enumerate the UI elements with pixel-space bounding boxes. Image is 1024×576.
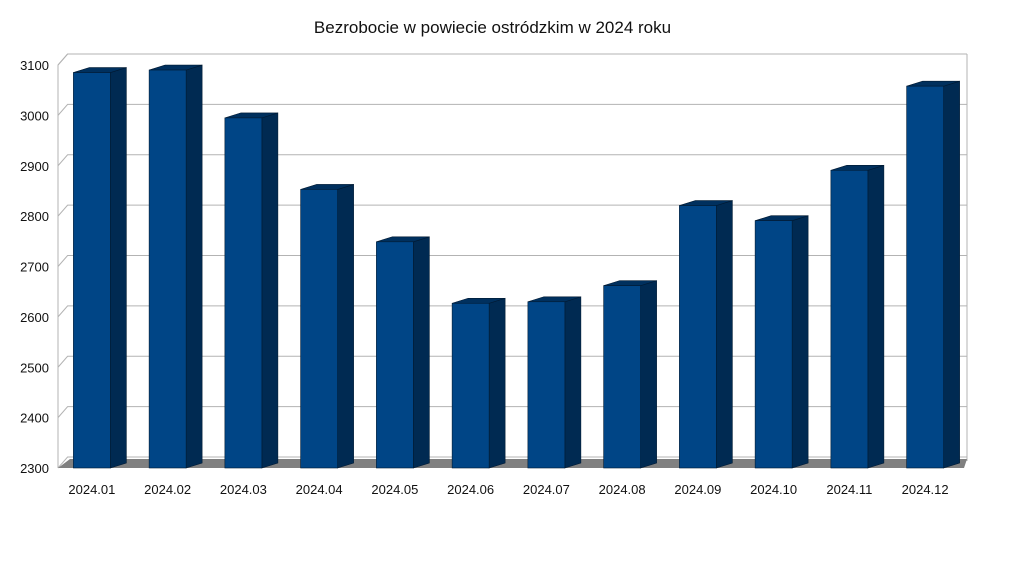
x-tick-label: 2024.07	[523, 482, 570, 497]
plot-floor	[58, 459, 967, 468]
y-tick-label: 2600	[20, 310, 49, 325]
bar	[73, 67, 127, 469]
bar-front	[451, 302, 490, 469]
y-axis-ticks: 2300 2400 2500 2600 2700 2800 2900 3000 3100	[20, 58, 49, 476]
y-tick-label: 2800	[20, 209, 49, 224]
x-tick-label: 2024.01	[68, 482, 115, 497]
bar	[300, 184, 354, 469]
bar-side	[488, 297, 506, 469]
bar-side	[791, 215, 809, 469]
y-tick-label: 3100	[20, 58, 49, 73]
bar-front	[300, 189, 338, 469]
gridline	[57, 305, 967, 318]
bar-side	[337, 184, 354, 469]
gridline	[57, 103, 967, 116]
bars	[73, 64, 960, 469]
bar-front	[603, 285, 641, 469]
bar-front	[754, 220, 793, 469]
y-tick-label: 2700	[20, 260, 49, 275]
y-tick-label: 2300	[20, 461, 49, 476]
x-tick-label: 2024.06	[447, 482, 494, 497]
gridline	[57, 355, 967, 368]
bar-side	[867, 164, 885, 469]
bar	[224, 112, 279, 469]
gridline	[57, 53, 967, 66]
bar	[148, 64, 203, 469]
bar-front	[830, 169, 869, 469]
y-tick-label: 2500	[20, 360, 49, 375]
x-tick-label: 2024.03	[220, 482, 267, 497]
x-tick-label: 2024.10	[750, 482, 797, 497]
bar-side	[943, 80, 960, 469]
bar-side	[261, 112, 279, 469]
bar-front	[224, 117, 263, 469]
bar-front	[148, 69, 187, 469]
bar-front	[73, 72, 111, 469]
gridlines	[57, 53, 967, 469]
bar	[906, 80, 960, 469]
bar-front	[376, 241, 414, 469]
bar-side	[716, 200, 733, 469]
bar-side	[564, 296, 582, 469]
bar	[754, 215, 809, 469]
bar	[603, 280, 657, 469]
y-tick-label: 2400	[20, 411, 49, 426]
bar	[376, 236, 430, 469]
x-tick-label: 2024.02	[144, 482, 191, 497]
y-tick-label: 2900	[20, 159, 49, 174]
x-tick-label: 2024.08	[599, 482, 646, 497]
bar-side	[413, 236, 430, 469]
bar-side	[640, 280, 657, 469]
bar-side	[110, 67, 127, 469]
bar	[451, 297, 506, 469]
gridline	[57, 456, 967, 469]
bar	[527, 296, 582, 469]
x-axis-ticks: 2024.01 2024.02 2024.03 2024.04 2024.05 2024.…	[68, 482, 948, 497]
gridline	[57, 255, 967, 267]
x-tick-label: 2024.05	[371, 482, 418, 497]
bar-front	[527, 301, 566, 469]
bar-front	[679, 205, 717, 469]
y-tick-label: 3000	[20, 108, 49, 123]
floor-top	[58, 459, 967, 468]
x-tick-label: 2024.11	[826, 482, 872, 497]
chart-title: Bezrobocie w powiecie ostródzkim w 2024 …	[313, 18, 672, 37]
gridline	[57, 406, 967, 418]
x-tick-label: 2024.12	[902, 482, 949, 497]
bar	[830, 164, 885, 469]
bar-front	[906, 85, 944, 469]
gridline	[57, 204, 967, 217]
x-tick-label: 2024.09	[674, 482, 721, 497]
bar-side	[185, 64, 203, 469]
x-tick-label: 2024.04	[296, 482, 343, 497]
gridline	[57, 154, 967, 167]
bar	[679, 200, 733, 469]
